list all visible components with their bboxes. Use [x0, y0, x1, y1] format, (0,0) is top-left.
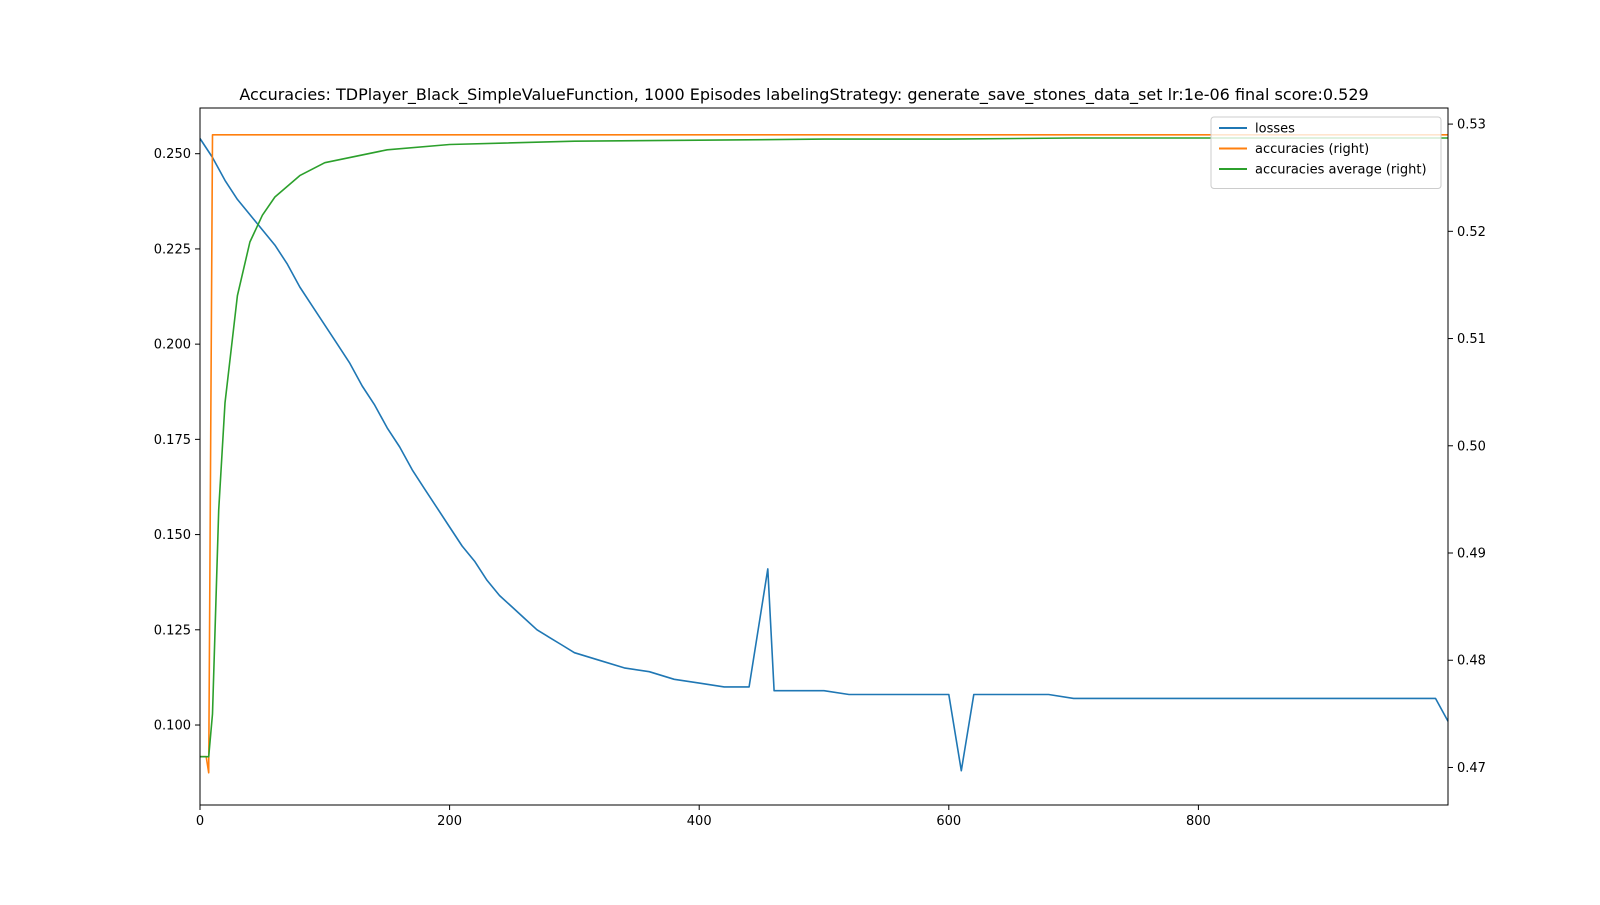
- legend-label: losses: [1255, 122, 1295, 137]
- series-layer: [199, 134, 1449, 774]
- x-tick-label: 800: [1186, 814, 1211, 829]
- y-axis-left: 0.100 0.125 0.150 0.175 0.200 0.225 0.250: [154, 147, 200, 734]
- y-left-tick-label: 0.225: [154, 242, 191, 257]
- plot-frame: [199, 107, 1449, 806]
- y-left-tick-label: 0.100: [154, 719, 191, 734]
- series-line-accuracies-average-right: [200, 137, 1448, 758]
- x-tick-label: 600: [936, 814, 961, 829]
- y-right-tick-label: 0.51: [1457, 332, 1486, 347]
- y-right-tick-label: 0.50: [1457, 439, 1486, 454]
- legend: losses accuracies (right) accuracies avera…: [1210, 116, 1442, 189]
- y-left-tick-label: 0.150: [154, 528, 191, 543]
- y-right-tick-label: 0.52: [1457, 225, 1486, 240]
- series-line-accuracies-right: [200, 134, 1448, 774]
- x-tick-label: 0: [196, 814, 204, 829]
- y-right-tick-label: 0.47: [1457, 761, 1486, 776]
- y-left-tick-label: 0.175: [154, 433, 191, 448]
- y-right-tick-label: 0.49: [1457, 547, 1486, 562]
- series-line-losses: [199, 138, 1449, 772]
- legend-label: accuracies (right): [1255, 142, 1369, 157]
- legend-label: accuracies average (right): [1255, 163, 1427, 178]
- y-left-tick-label: 0.250: [154, 147, 191, 162]
- chart-title: Accuracies: TDPlayer_Black_SimpleValueFu…: [239, 85, 1368, 105]
- x-axis: 0 200 400 600 800: [196, 805, 1211, 829]
- y-left-tick-label: 0.200: [154, 338, 191, 353]
- x-tick-label: 200: [437, 814, 462, 829]
- y-left-tick-label: 0.125: [154, 623, 191, 638]
- legend-box: [1210, 116, 1442, 189]
- y-right-tick-label: 0.53: [1457, 118, 1486, 133]
- x-tick-label: 400: [687, 814, 712, 829]
- y-right-tick-label: 0.48: [1457, 654, 1486, 669]
- y-axis-right: 0.47 0.48 0.49 0.50 0.51 0.52 0.53: [1448, 118, 1486, 776]
